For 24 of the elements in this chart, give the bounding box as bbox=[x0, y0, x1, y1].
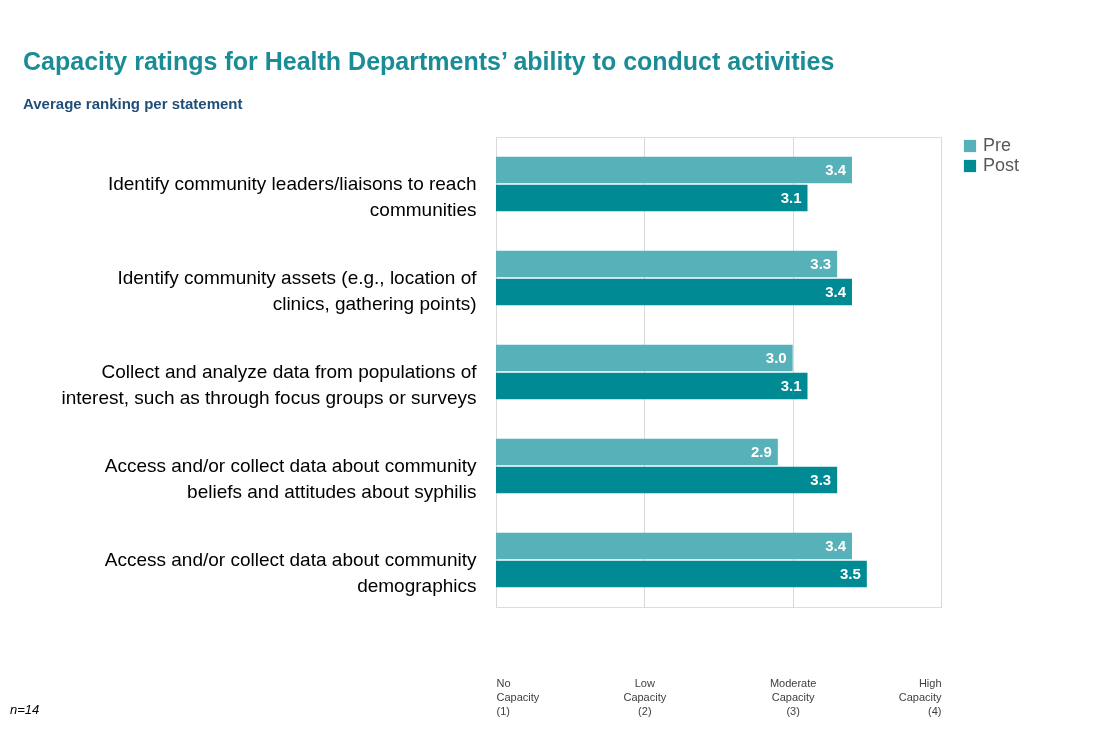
data-label: 3.4 bbox=[825, 537, 847, 555]
data-label: 3.0 bbox=[765, 349, 787, 367]
y-tick-label: Collect and analyze data from populations of interest, such as through focus groups or surveys bbox=[61, 361, 478, 408]
data-label: 2.9 bbox=[750, 443, 772, 461]
data-label: 3.4 bbox=[825, 161, 847, 179]
y-tick-label: Identify community assets (e.g., location of clinics, gathering points) bbox=[117, 267, 478, 314]
x-tick-label: Low Capacity (2) bbox=[623, 676, 667, 717]
text: Average ranking per statement bbox=[23, 95, 243, 112]
data-label: 3.4 bbox=[825, 282, 847, 300]
y-tick-label: Access and/or collect data about community beliefs and attitudes about syphilis bbox=[104, 455, 477, 502]
data-label: 3.3 bbox=[810, 470, 832, 488]
y-tick-label: Access and/or collect data about community demographics bbox=[104, 549, 477, 596]
data-label: 3.1 bbox=[780, 188, 802, 206]
data-label: 3.3 bbox=[810, 255, 832, 273]
chart-title: Capacity ratings for Health Departments’ ability to conduct activities bbox=[23, 47, 835, 75]
y-tick-label: Identify community leaders/liaisons to reach communities bbox=[107, 173, 477, 220]
x-tick-label: Moderate Capacity (3) bbox=[769, 676, 817, 717]
data-label: 3.1 bbox=[780, 376, 802, 394]
legend-label: Post bbox=[983, 155, 1020, 175]
legend-label: Pre bbox=[983, 135, 1012, 155]
data-label: 3.5 bbox=[839, 564, 861, 582]
text: n=14 bbox=[10, 702, 40, 717]
x-tick-label: High Capacity (4) bbox=[898, 676, 942, 717]
x-tick-label: No Capacity (1) bbox=[496, 676, 540, 717]
